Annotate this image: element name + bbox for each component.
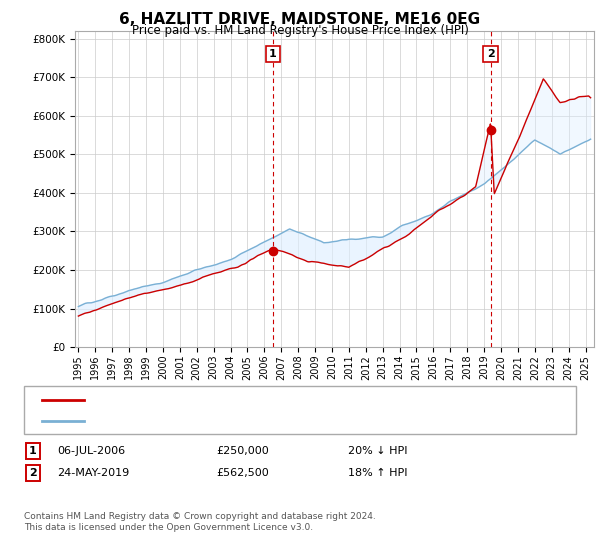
Text: 24-MAY-2019: 24-MAY-2019 [57, 468, 129, 478]
Text: 06-JUL-2006: 06-JUL-2006 [57, 446, 125, 456]
Text: 2: 2 [29, 468, 37, 478]
Text: 6, HAZLITT DRIVE, MAIDSTONE, ME16 0EG (detached house): 6, HAZLITT DRIVE, MAIDSTONE, ME16 0EG (d… [93, 395, 431, 405]
Text: £250,000: £250,000 [216, 446, 269, 456]
Text: HPI: Average price, detached house, Maidstone: HPI: Average price, detached house, Maid… [93, 416, 357, 426]
Text: 18% ↑ HPI: 18% ↑ HPI [348, 468, 407, 478]
Text: 2: 2 [487, 49, 494, 59]
Text: 1: 1 [29, 446, 37, 456]
Text: Contains HM Land Registry data © Crown copyright and database right 2024.
This d: Contains HM Land Registry data © Crown c… [24, 512, 376, 532]
Text: £562,500: £562,500 [216, 468, 269, 478]
Text: Price paid vs. HM Land Registry's House Price Index (HPI): Price paid vs. HM Land Registry's House … [131, 24, 469, 37]
Text: 20% ↓ HPI: 20% ↓ HPI [348, 446, 407, 456]
Text: 1: 1 [269, 49, 277, 59]
Text: 6, HAZLITT DRIVE, MAIDSTONE, ME16 0EG: 6, HAZLITT DRIVE, MAIDSTONE, ME16 0EG [119, 12, 481, 27]
